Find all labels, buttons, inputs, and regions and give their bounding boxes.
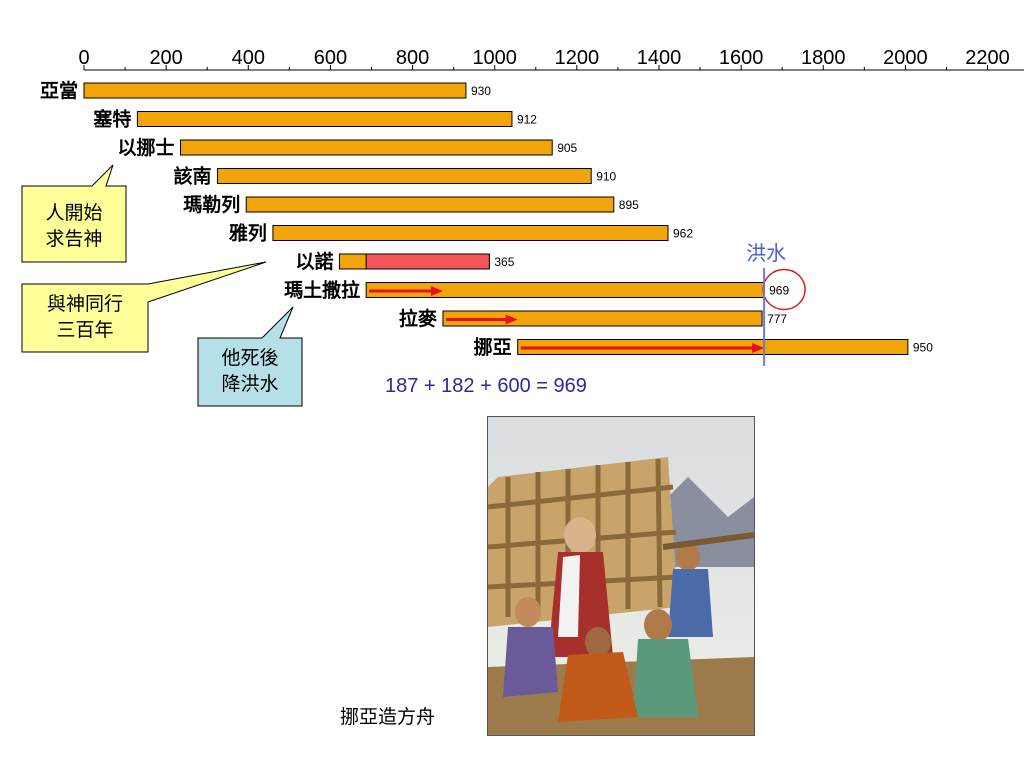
value-label-1: 912 — [517, 113, 537, 127]
x-tick-label-1000: 1000 — [472, 47, 517, 69]
enosh-callout-line-0: 人開始 — [45, 202, 102, 224]
enoch-callout-line-0: 與神同行 — [47, 293, 123, 315]
value-label-3: 910 — [596, 170, 616, 184]
row-label-1: 塞特 — [93, 108, 131, 131]
age-equation: 187 + 182 + 600 = 969 — [385, 375, 587, 397]
illustration-caption: 挪亞造方舟 — [340, 706, 436, 728]
enosh-callout-line-1: 求告神 — [45, 228, 102, 250]
x-tick-label-800: 800 — [396, 47, 429, 69]
row-label-0: 亞當 — [40, 79, 78, 102]
row-label-4: 瑪勒列 — [183, 193, 240, 216]
value-label-0: 930 — [471, 84, 491, 98]
value-label-9: 950 — [913, 341, 933, 355]
bar-5 — [272, 225, 669, 241]
x-tick-label-1800: 1800 — [801, 47, 846, 69]
bar-8 — [442, 310, 763, 327]
enosh-callout-shape — [21, 164, 127, 263]
value-label-4: 895 — [619, 198, 639, 212]
x-tick-label-1600: 1600 — [719, 47, 764, 69]
value-label-8: 777 — [767, 312, 787, 326]
x-tick-label-0: 0 — [78, 47, 89, 69]
bar-0 — [83, 82, 467, 99]
row-label-6: 以諾 — [295, 250, 333, 273]
enoch-callout-shape — [21, 261, 267, 353]
x-tick-label-400: 400 — [232, 47, 265, 69]
row-label-3: 該南 — [173, 165, 211, 188]
x-tick-label-600: 600 — [314, 47, 347, 69]
x-tick-label-1400: 1400 — [637, 47, 682, 69]
x-tick-label-200: 200 — [149, 47, 182, 69]
noah-builds-ark-illustration — [487, 416, 755, 736]
x-tick-label-2200: 2200 — [965, 47, 1010, 69]
methuselah-callout-shape — [197, 306, 303, 407]
arrow-head-8 — [505, 314, 518, 325]
value-label-5: 962 — [673, 227, 693, 241]
value-label-6: 365 — [494, 255, 514, 269]
x-tick-label-1200: 1200 — [555, 47, 600, 69]
bar-2 — [180, 139, 553, 156]
row-label-8: 拉麥 — [399, 307, 438, 330]
value-label-7: 969 — [769, 284, 789, 298]
row-label-9: 挪亞 — [474, 336, 512, 359]
methuselah-callout-line-1: 降洪水 — [221, 373, 278, 395]
x-tick-label-2000: 2000 — [883, 47, 928, 69]
value-label-2: 905 — [557, 141, 577, 155]
bar-3 — [216, 168, 592, 184]
bar-4 — [245, 196, 615, 213]
arrow-head-7 — [430, 286, 443, 296]
row-label-2: 以挪士 — [117, 136, 174, 159]
bar-1 — [136, 111, 513, 127]
methuselah-callout-line-0: 他死後 — [221, 347, 278, 369]
row-label-5: 雅列 — [229, 223, 267, 245]
arrow-head-9 — [752, 343, 765, 353]
flood-label: 洪水 — [746, 241, 786, 265]
row-label-7: 瑪土撒拉 — [284, 279, 360, 302]
enoch-callout-line-1: 三百年 — [56, 319, 113, 341]
bar-highlight-6 — [365, 253, 490, 270]
